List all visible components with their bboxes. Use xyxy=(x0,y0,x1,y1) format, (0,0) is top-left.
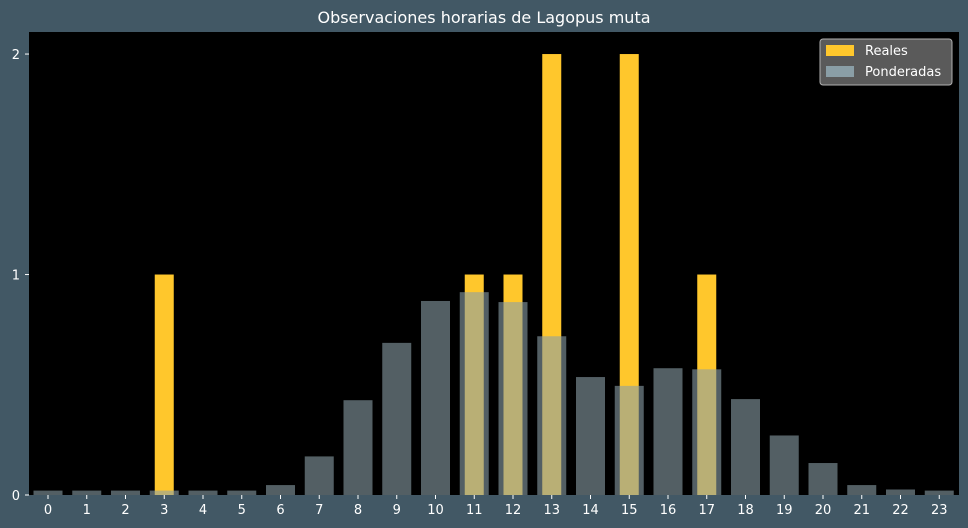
bar-ponderadas-15 xyxy=(614,385,644,495)
legend-swatch-ponderadas xyxy=(826,66,854,77)
x-tick-label: 14 xyxy=(582,503,599,518)
bar-ponderadas-10 xyxy=(421,300,450,495)
x-tick-label: 12 xyxy=(505,503,522,518)
bar-ponderadas-20 xyxy=(808,463,838,495)
y-tick-label: 1 xyxy=(12,269,20,284)
x-tick-label: 13 xyxy=(543,503,560,518)
bar-ponderadas-3 xyxy=(149,490,179,495)
bar-ponderadas-18 xyxy=(731,399,760,495)
bar-ponderadas-14 xyxy=(576,377,605,495)
x-tick-label: 5 xyxy=(238,503,246,518)
bar-ponderadas-8 xyxy=(343,400,373,495)
bar-reales-3 xyxy=(154,274,174,495)
x-tick-label: 9 xyxy=(393,503,401,518)
legend-label-ponderadas: Ponderadas xyxy=(865,65,941,80)
bar-ponderadas-9 xyxy=(382,342,412,495)
bar-ponderadas-19 xyxy=(769,435,799,495)
bar-ponderadas-7 xyxy=(304,456,334,495)
bar-ponderadas-22 xyxy=(886,489,915,495)
x-tick-label: 8 xyxy=(354,503,362,518)
ponderadas-series xyxy=(33,292,954,495)
bar-ponderadas-17 xyxy=(692,369,722,495)
chart-title: Observaciones horarias de Lagopus muta xyxy=(317,8,651,27)
bar-ponderadas-11 xyxy=(459,292,489,495)
bar-ponderadas-0 xyxy=(33,490,63,495)
legend: Reales Ponderadas xyxy=(819,38,953,86)
x-tick-label: 20 xyxy=(815,503,832,518)
bar-ponderadas-6 xyxy=(266,485,295,495)
x-tick-label: 0 xyxy=(44,503,52,518)
x-tick-label: 18 xyxy=(737,503,754,518)
x-tick-label: 19 xyxy=(776,503,793,518)
x-tick-label: 7 xyxy=(315,503,323,518)
bar-ponderadas-12 xyxy=(498,302,528,495)
bar-ponderadas-1 xyxy=(72,490,102,495)
bar-ponderadas-21 xyxy=(847,485,877,495)
x-tick-label: 23 xyxy=(931,503,948,518)
legend-swatch-reales xyxy=(826,45,854,56)
x-tick-label: 21 xyxy=(853,503,870,518)
bar-reales-15 xyxy=(619,54,639,496)
x-tick-label: 17 xyxy=(698,503,715,518)
x-tick-label: 11 xyxy=(466,503,483,518)
bar-ponderadas-23 xyxy=(924,490,954,495)
x-tick-label: 2 xyxy=(121,503,129,518)
x-axis: 0 1 2 3 4 5 6 7 8 9 10 11 12 13 14 15 16 17 18 19 20 21 22 23 xyxy=(44,495,948,518)
bar-ponderadas-5 xyxy=(227,490,257,495)
bar-ponderadas-2 xyxy=(111,490,140,495)
bar-ponderadas-4 xyxy=(188,490,218,495)
plot-area xyxy=(29,32,959,495)
x-tick-label: 10 xyxy=(427,503,444,518)
x-tick-label: 1 xyxy=(83,503,91,518)
y-axis: 0 1 2 xyxy=(12,48,29,504)
legend-label-reales: Reales xyxy=(865,44,908,59)
y-tick-label: 0 xyxy=(12,489,20,504)
x-tick-label: 6 xyxy=(276,503,284,518)
x-tick-label: 3 xyxy=(160,503,168,518)
x-tick-label: 22 xyxy=(892,503,909,518)
bar-ponderadas-16 xyxy=(653,368,683,495)
y-tick-label: 2 xyxy=(12,48,20,63)
x-tick-label: 4 xyxy=(199,503,207,518)
x-tick-label: 16 xyxy=(660,503,677,518)
bar-ponderadas-13 xyxy=(537,336,567,495)
x-tick-label: 15 xyxy=(621,503,638,518)
